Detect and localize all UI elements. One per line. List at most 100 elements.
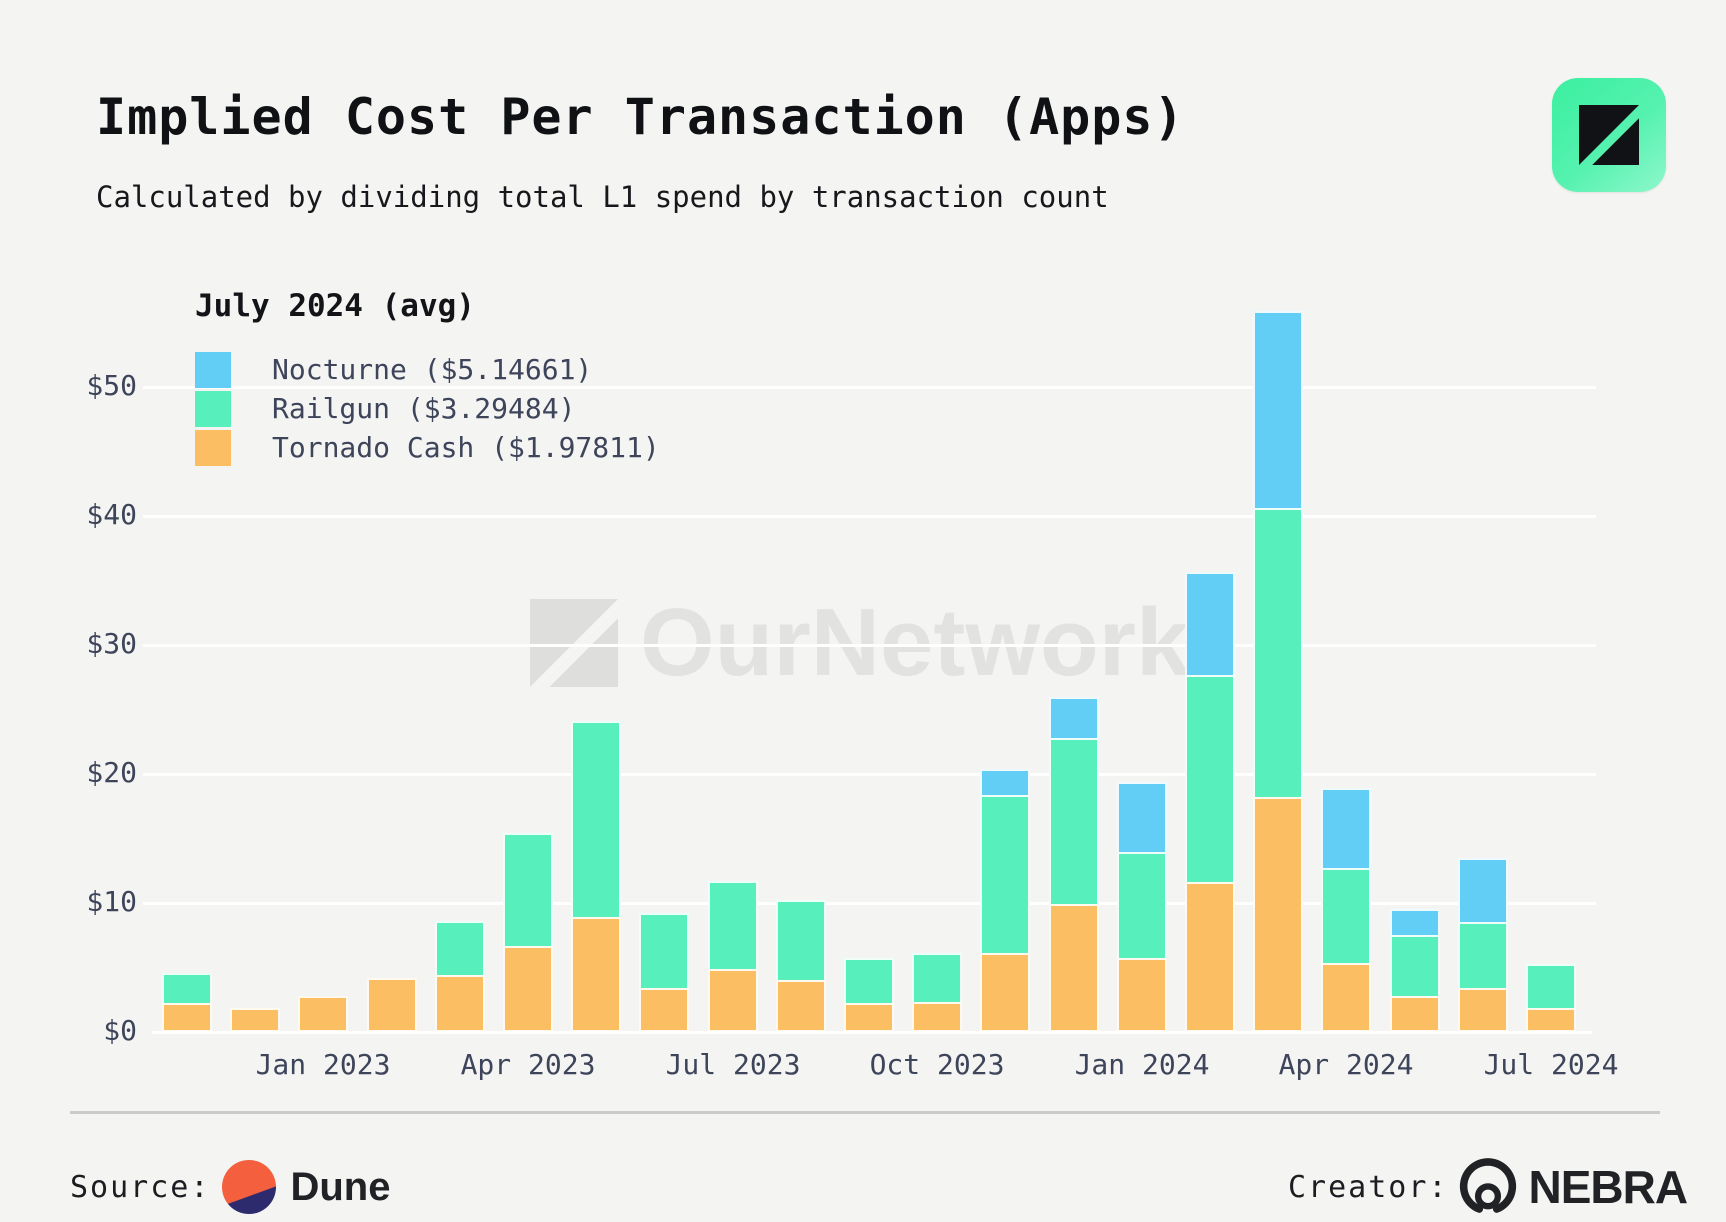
segment-railgun	[639, 913, 689, 989]
bar-oct-2023	[912, 953, 962, 1032]
segment-tornado-cash	[1117, 957, 1167, 1032]
segment-railgun	[435, 921, 485, 976]
legend-label: Railgun ($3.29484)	[272, 392, 576, 425]
bar-feb-2024	[1185, 571, 1235, 1032]
segment-nocturne	[1390, 909, 1440, 936]
x-tick-label: Jul 2023	[665, 1048, 801, 1081]
segment-railgun	[1526, 964, 1576, 1008]
bar-nov-2022	[162, 973, 212, 1032]
segment-tornado-cash	[571, 917, 621, 1032]
bar-apr-2023	[503, 833, 553, 1032]
segment-tornado-cash	[1321, 963, 1371, 1032]
bar-sep-2023	[844, 958, 894, 1032]
bar-jan-2024	[1117, 782, 1167, 1032]
bar-aug-2023	[776, 900, 826, 1032]
y-tick-label: $10	[86, 885, 137, 918]
ournetwork-watermark-icon	[530, 599, 618, 687]
legend-item-tornado: Tornado Cash ($1.97811)	[195, 428, 660, 467]
segment-nocturne	[1253, 311, 1303, 509]
segment-railgun	[503, 833, 553, 946]
y-tick-label: $20	[86, 756, 137, 789]
gridline-0	[152, 1031, 1592, 1034]
source-label: Source:	[70, 1169, 211, 1205]
segment-tornado-cash	[708, 968, 758, 1032]
segment-railgun	[1185, 674, 1235, 882]
segment-tornado-cash	[1185, 881, 1235, 1032]
x-tick-label: Jan 2024	[1074, 1048, 1210, 1081]
segment-nocturne	[1049, 697, 1099, 739]
bar-may-2024	[1390, 909, 1440, 1032]
bar-dec-2022	[230, 1008, 280, 1032]
bar-jul-2024	[1526, 964, 1576, 1032]
legend-swatch-icon	[195, 351, 231, 388]
segment-railgun	[708, 881, 758, 969]
legend-label: Nocturne ($5.14661)	[272, 353, 593, 386]
segment-tornado-cash	[1390, 995, 1440, 1032]
legend-item-nocturne: Nocturne ($5.14661)	[195, 350, 660, 389]
creator-name: NEBRA	[1528, 1161, 1689, 1213]
segment-tornado-cash	[367, 978, 417, 1032]
y-tick-label: $50	[86, 369, 137, 402]
segment-tornado-cash	[639, 988, 689, 1032]
segment-tornado-cash	[980, 953, 1030, 1032]
bar-jan-2023	[298, 996, 348, 1032]
segment-tornado-cash	[1526, 1007, 1576, 1032]
segment-railgun	[1253, 508, 1303, 798]
segment-railgun	[1049, 738, 1099, 905]
bar-mar-2023	[435, 921, 485, 1032]
nebra-logo-icon	[1459, 1158, 1516, 1213]
source-name: Dune	[290, 1164, 391, 1209]
legend-label: Tornado Cash ($1.97811)	[272, 431, 660, 464]
segment-railgun	[1390, 935, 1440, 996]
segment-tornado-cash	[298, 996, 348, 1032]
bar-dec-2023	[1049, 697, 1099, 1032]
dune-logo-icon	[222, 1160, 277, 1214]
gridline-50	[143, 386, 1596, 389]
legend: July 2024 (avg) Nocturne ($5.14661) Railg…	[195, 288, 660, 467]
bar-jul-2023	[708, 881, 758, 1032]
segment-tornado-cash	[912, 1002, 962, 1032]
segment-railgun	[776, 900, 826, 981]
x-tick-label: Apr 2024	[1278, 1048, 1414, 1081]
segment-nocturne	[1458, 857, 1508, 923]
segment-railgun	[912, 953, 962, 1003]
bar-mar-2024	[1253, 311, 1303, 1032]
bar-apr-2024	[1321, 788, 1371, 1032]
x-tick-label: Apr 2023	[460, 1048, 596, 1081]
x-tick-label: Jul 2024	[1483, 1048, 1619, 1081]
creator-attribution: Creator: NEBRA	[1288, 1152, 1689, 1222]
source-attribution: Source: Dune	[70, 1152, 390, 1222]
segment-railgun	[1321, 868, 1371, 963]
gridline-40	[143, 515, 1596, 518]
x-tick-label: Oct 2023	[869, 1048, 1005, 1081]
legend-title: July 2024 (avg)	[195, 288, 475, 324]
watermark-text: OurNetwork	[640, 589, 1190, 696]
legend-swatch-icon	[195, 390, 231, 427]
gridline-10	[143, 902, 1596, 905]
watermark: OurNetwork	[530, 588, 1189, 698]
bar-jun-2023	[639, 913, 689, 1032]
ournetwork-app-icon	[1552, 78, 1666, 192]
segment-nocturne	[1185, 571, 1235, 675]
y-tick-label: $40	[86, 498, 137, 531]
segment-tornado-cash	[230, 1008, 280, 1032]
segment-tornado-cash	[844, 1002, 894, 1032]
legend-item-railgun: Railgun ($3.29484)	[195, 389, 660, 428]
y-tick-label: $0	[103, 1014, 137, 1047]
segment-tornado-cash	[503, 945, 553, 1032]
segment-railgun	[844, 958, 894, 1003]
segment-nocturne	[1321, 788, 1371, 869]
bar-may-2023	[571, 721, 621, 1032]
segment-tornado-cash	[1458, 987, 1508, 1032]
bar-feb-2023	[367, 978, 417, 1032]
segment-nocturne	[980, 769, 1030, 796]
legend-swatch-icon	[195, 429, 231, 466]
gridline-20	[143, 773, 1596, 776]
segment-tornado-cash	[776, 980, 826, 1032]
creator-label: Creator:	[1288, 1169, 1449, 1205]
gridline-30	[143, 644, 1596, 647]
segment-tornado-cash	[1253, 797, 1303, 1032]
segment-tornado-cash	[1049, 904, 1099, 1032]
segment-tornado-cash	[162, 1003, 212, 1032]
